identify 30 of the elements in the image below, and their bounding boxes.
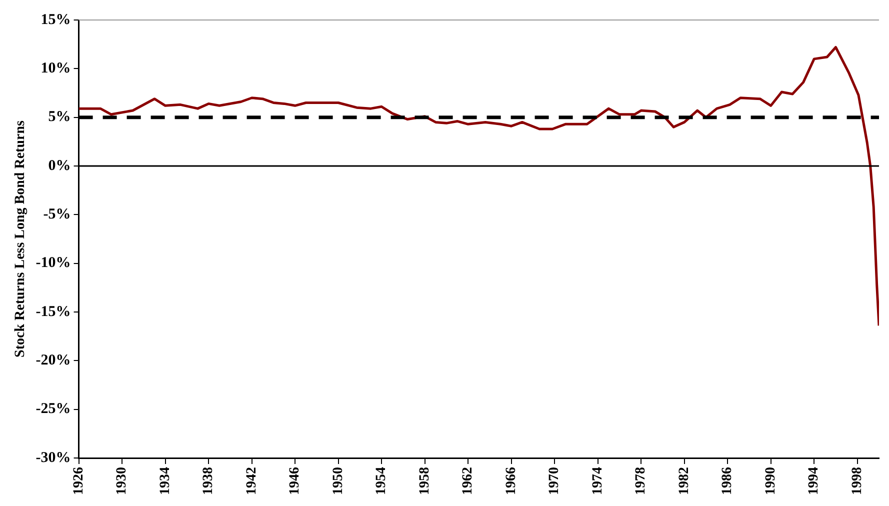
x-tick-label: 1974 <box>590 467 606 495</box>
x-tick-label: 1982 <box>676 467 692 495</box>
x-tick-label: 1938 <box>201 467 216 495</box>
y-tick-label: -20% <box>36 352 71 369</box>
x-tick-label: 1962 <box>460 467 476 495</box>
y-tick-label: 15% <box>40 12 71 28</box>
x-tick-label: 1946 <box>288 467 303 495</box>
y-tick-label: -15% <box>36 304 71 320</box>
y-tick-label: 5% <box>48 109 71 126</box>
x-tick-label: 1998 <box>850 467 865 495</box>
y-axis-title: Stock Returns Less Long Bond Returns <box>13 120 28 358</box>
y-tick-label: -30% <box>36 450 71 466</box>
x-tick-label: 1986 <box>720 467 736 495</box>
x-tick-label: 1958 <box>417 467 432 495</box>
x-tick-label: 1978 <box>634 467 649 495</box>
y-tick-label: -25% <box>36 401 71 418</box>
x-tick-label: 1966 <box>504 467 519 495</box>
y-tick-label: -10% <box>36 255 71 272</box>
x-tick-label: 1926 <box>71 467 86 495</box>
y-tick-label: 10% <box>40 60 71 77</box>
x-tick-label: 1934 <box>158 467 173 495</box>
x-tick-label: 1990 <box>763 467 778 495</box>
x-tick-label: 1950 <box>330 467 346 495</box>
x-tick-label: 1954 <box>374 467 390 495</box>
y-tick-label: -5% <box>43 206 71 223</box>
x-tick-label: 1970 <box>547 467 562 495</box>
y-tick-label: 0% <box>48 158 71 174</box>
x-tick-label: 1942 <box>244 467 260 495</box>
x-tick-label: 1930 <box>114 467 130 495</box>
x-tick-label: 1994 <box>806 467 822 495</box>
